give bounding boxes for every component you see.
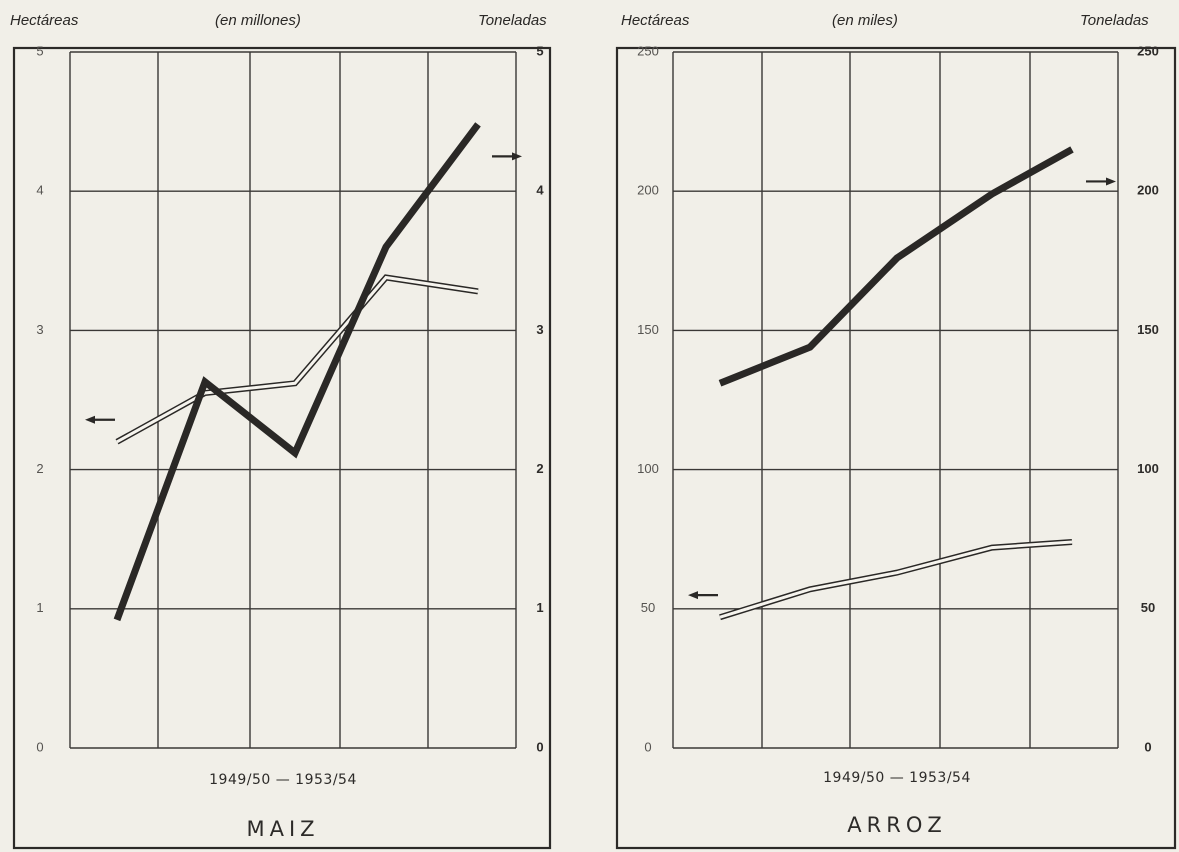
arroz-frame (615, 46, 1177, 850)
arroz-area-line-inner (719, 540, 1073, 619)
arrow-left-icon (688, 591, 698, 600)
arroz-right-tick-label: 250 (1137, 43, 1159, 58)
arroz-area-line-outer (719, 539, 1073, 621)
arroz-left-axis-unit: Hectáreas (621, 12, 690, 29)
arroz-right-tick-label: 150 (1137, 322, 1159, 337)
maiz-right-axis-unit: Toneladas (478, 12, 547, 29)
maiz-left-tick-label: 1 (36, 600, 43, 615)
maiz-right-tick-label: 0 (536, 739, 543, 754)
maiz-left-axis-unit: Hectáreas (10, 12, 79, 29)
arroz-left-tick-label: 250 (637, 43, 659, 58)
arroz-period-label: 1949/50 — 1953/54 (823, 770, 971, 786)
maiz-right-tick-label: 1 (536, 600, 543, 615)
maiz-right-tick-label: 3 (536, 322, 543, 337)
maiz-period-label: 1949/50 — 1953/54 (209, 772, 357, 788)
arroz-right-tick-label: 200 (1137, 183, 1159, 198)
arrow-right-icon (512, 152, 522, 161)
arroz-right-tick-label: 50 (1141, 600, 1155, 615)
maiz-title: MAIZ (246, 817, 319, 841)
maiz-left-tick-label: 4 (36, 183, 43, 198)
arroz-title: ARROZ (847, 813, 946, 837)
arrow-left-icon (85, 415, 95, 424)
maiz-right-tick-label: 2 (536, 461, 543, 476)
arroz-right-axis-unit: Toneladas (1080, 12, 1149, 29)
maiz-production-line (113, 122, 481, 622)
arroz-left-tick-label: 200 (637, 183, 659, 198)
arrow-right-icon (1106, 177, 1116, 186)
maiz-left-tick-label: 5 (36, 43, 43, 58)
maiz-left-tick-label: 2 (36, 461, 43, 476)
arroz-scale-note: (en miles) (832, 12, 898, 29)
maiz-frame (12, 46, 552, 850)
maiz-area-line-inner (116, 275, 479, 444)
maiz-left-tick-label: 3 (36, 322, 43, 337)
arroz-left-tick-label: 50 (641, 600, 655, 615)
arroz-right-tick-label: 0 (1144, 739, 1151, 754)
arroz-left-tick-label: 150 (637, 322, 659, 337)
arroz-left-tick-label: 100 (637, 461, 659, 476)
maiz-right-tick-label: 5 (536, 43, 543, 58)
arroz-left-tick-label: 0 (644, 739, 651, 754)
maiz-right-tick-label: 4 (536, 183, 544, 198)
arroz-production-line (718, 146, 1074, 387)
maiz-area-line-outer (115, 274, 479, 445)
maiz-scale-note: (en millones) (215, 12, 301, 29)
arroz-right-tick-label: 100 (1137, 461, 1159, 476)
maiz-left-tick-label: 0 (36, 739, 43, 754)
